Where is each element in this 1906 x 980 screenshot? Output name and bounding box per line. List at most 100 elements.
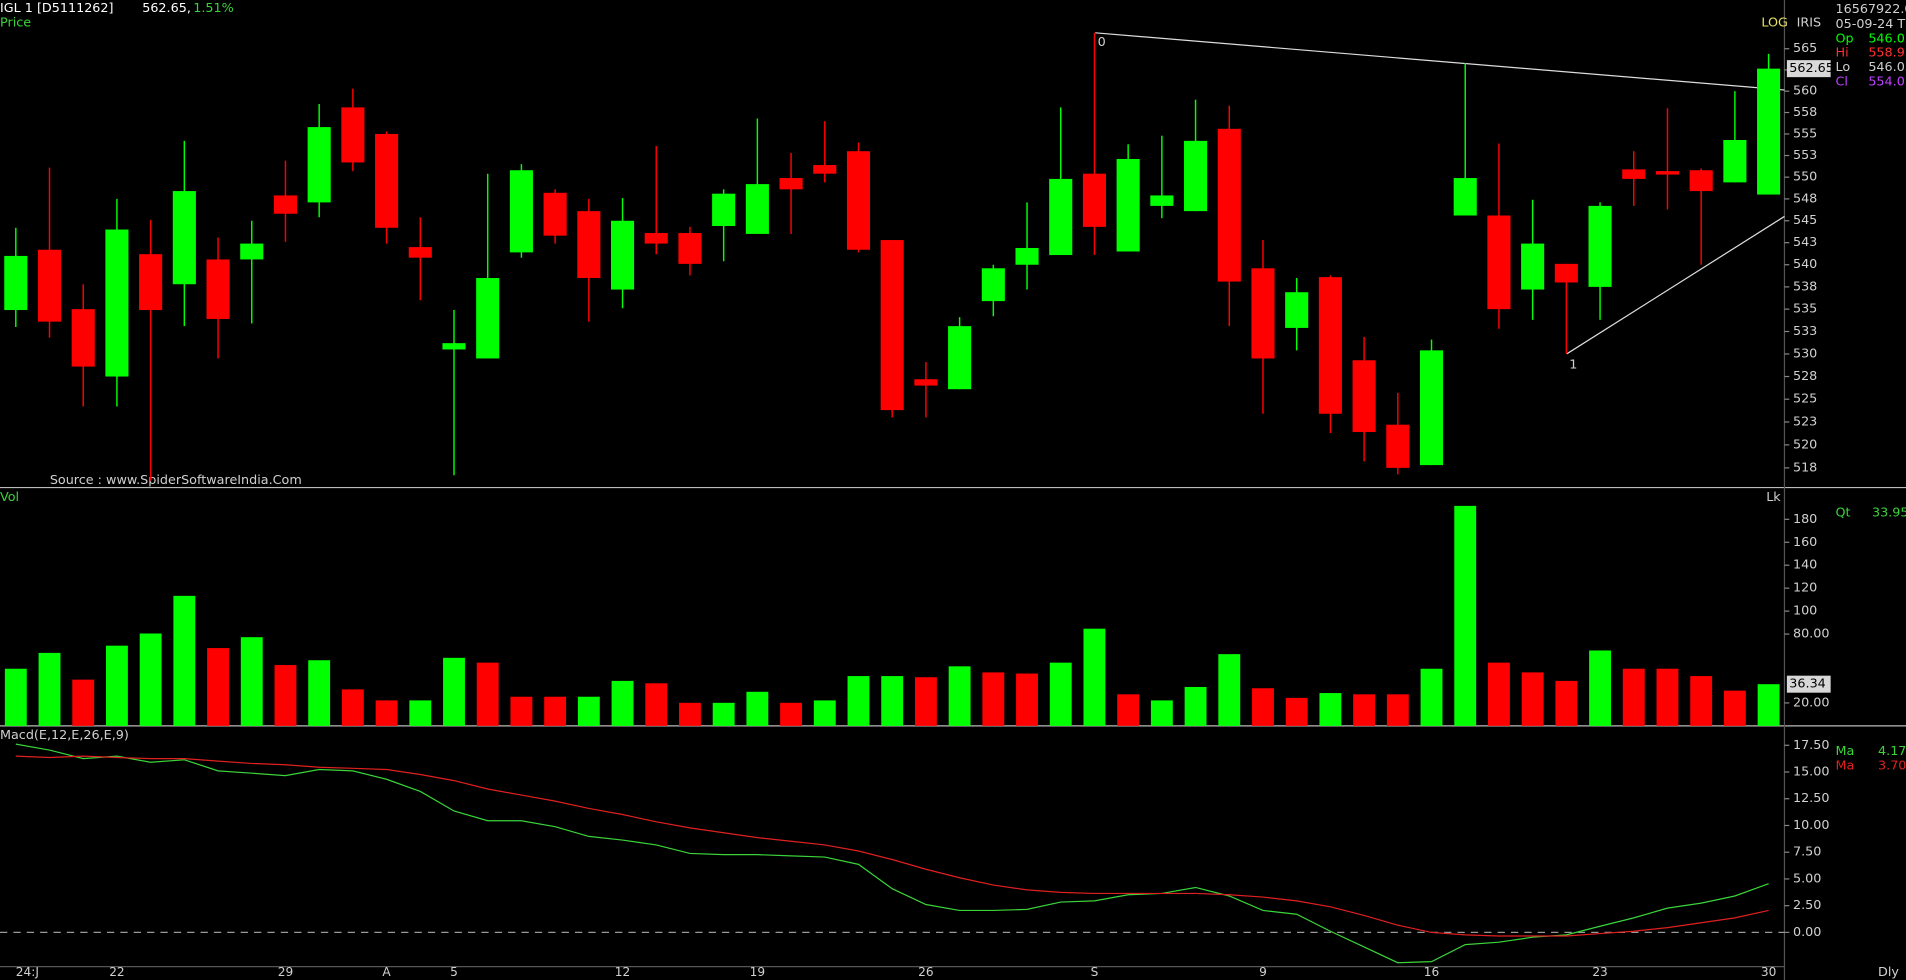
volume-bar [1285, 697, 1308, 726]
candle-body [1757, 68, 1781, 195]
y-tick-label: 7.50 [1793, 845, 1821, 860]
x-tick-label: S [1091, 965, 1099, 979]
x-tick-label: 19 [750, 965, 765, 979]
volume-bar [1049, 662, 1072, 726]
legend-value: 4.17 [1878, 744, 1906, 759]
candle-body [375, 133, 399, 228]
y-tick-label: 160 [1793, 535, 1817, 550]
ohlc-value: 546.05 [1868, 60, 1906, 75]
volume-bar [72, 679, 95, 726]
date: 05-09-24 Th [1835, 17, 1906, 32]
y-tick-label: 543 [1793, 235, 1817, 250]
candle-body [1015, 247, 1039, 265]
y-tick-label: 560 [1793, 84, 1817, 99]
candle-body [948, 326, 972, 390]
scale-mode: LOG [1761, 16, 1788, 31]
volume-bar [1555, 680, 1578, 726]
y-tick-label: 518 [1793, 460, 1817, 475]
annotation: 1 [1569, 357, 1577, 372]
candle-body [1723, 139, 1747, 183]
candle-body [442, 343, 466, 350]
y-tick-label: 523 [1793, 414, 1817, 429]
ohlc-label: Op [1835, 31, 1853, 46]
change: 1.51% [193, 1, 234, 16]
volume-bar [375, 700, 398, 726]
ohlc-label: Cl [1835, 74, 1847, 89]
volume-bar [105, 645, 128, 726]
volume-bar [1622, 668, 1645, 726]
volume-bar [1353, 694, 1376, 726]
candle-body [712, 193, 736, 227]
panel-title: Price [0, 16, 31, 31]
candle-body [71, 309, 95, 367]
y-tick-label: 565 [1793, 41, 1817, 56]
y-tick-label: 15.00 [1793, 765, 1830, 780]
candle-body [1217, 128, 1241, 282]
volume-bar [308, 660, 331, 726]
candle-body [307, 127, 331, 203]
volume-bar [948, 666, 971, 726]
qt-label: Qt [1835, 506, 1850, 521]
ohlc-label: Lo [1835, 60, 1850, 75]
volume-bar [1656, 668, 1679, 726]
x-tick-label: 16 [1424, 965, 1439, 979]
candle-body [543, 192, 567, 236]
panel-title: Vol [0, 490, 19, 505]
trend-line [1095, 32, 1785, 91]
candle-body [1251, 268, 1275, 359]
y-tick-label: 180 [1793, 512, 1817, 527]
candle-body [1285, 292, 1309, 328]
candle-body [1318, 277, 1342, 414]
candle-body [1352, 360, 1376, 433]
y-tick-label: 540 [1793, 257, 1817, 272]
volume-bar [409, 700, 432, 726]
last-price-box [1786, 60, 1831, 78]
candle-body [1554, 263, 1578, 283]
ohlc-value: 546.05 [1868, 31, 1906, 46]
last-volume: 36.34 [1789, 677, 1826, 692]
candle-body [779, 178, 803, 190]
candle-body [678, 233, 702, 264]
volume-bar [1184, 686, 1207, 726]
volume-bar [982, 672, 1005, 726]
volume-bar [611, 680, 634, 726]
volume-bar [173, 595, 196, 726]
y-tick-label: 140 [1793, 558, 1817, 573]
qt-value: 33.95 [1872, 506, 1906, 521]
volume-bar [1589, 650, 1611, 726]
legend-name: Ma [1835, 759, 1854, 774]
y-tick-label: 545 [1793, 213, 1817, 228]
ohlc-label: Hi [1835, 46, 1848, 61]
x-tick-label: 29 [278, 965, 293, 979]
x-tick-label: 23 [1592, 965, 1607, 979]
source: Source : www.SpiderSoftwareIndia.Com [50, 473, 302, 488]
volume-bar [1016, 673, 1038, 726]
volume-bar [38, 652, 61, 726]
x-tick-label: 24:J [16, 965, 39, 979]
candle-body [1487, 215, 1511, 310]
candle-body [1689, 170, 1713, 192]
candle-body [172, 191, 196, 285]
data-source: IRIS [1797, 16, 1821, 31]
candle-body [206, 259, 230, 319]
candle-body [105, 229, 129, 377]
candle-body [240, 243, 264, 260]
volume-bar [1723, 690, 1746, 726]
volume-bar [443, 657, 465, 726]
x-tick-label: A [382, 965, 391, 979]
candle-body [476, 278, 500, 359]
y-tick-label: 2.50 [1793, 898, 1821, 913]
volume-bar [577, 696, 600, 726]
price: 562.65, [142, 1, 191, 16]
unit: Lk [1766, 490, 1781, 505]
y-tick-label: 120 [1793, 581, 1817, 596]
volume-bar [1487, 662, 1510, 726]
y-tick-label: 520 [1793, 437, 1817, 452]
volume-bar [1150, 700, 1173, 726]
y-tick-label: 80.00 [1793, 627, 1830, 642]
candle-body [139, 254, 163, 311]
volume-bar [476, 662, 499, 726]
candle-body [644, 233, 668, 244]
candle-body [408, 247, 432, 258]
